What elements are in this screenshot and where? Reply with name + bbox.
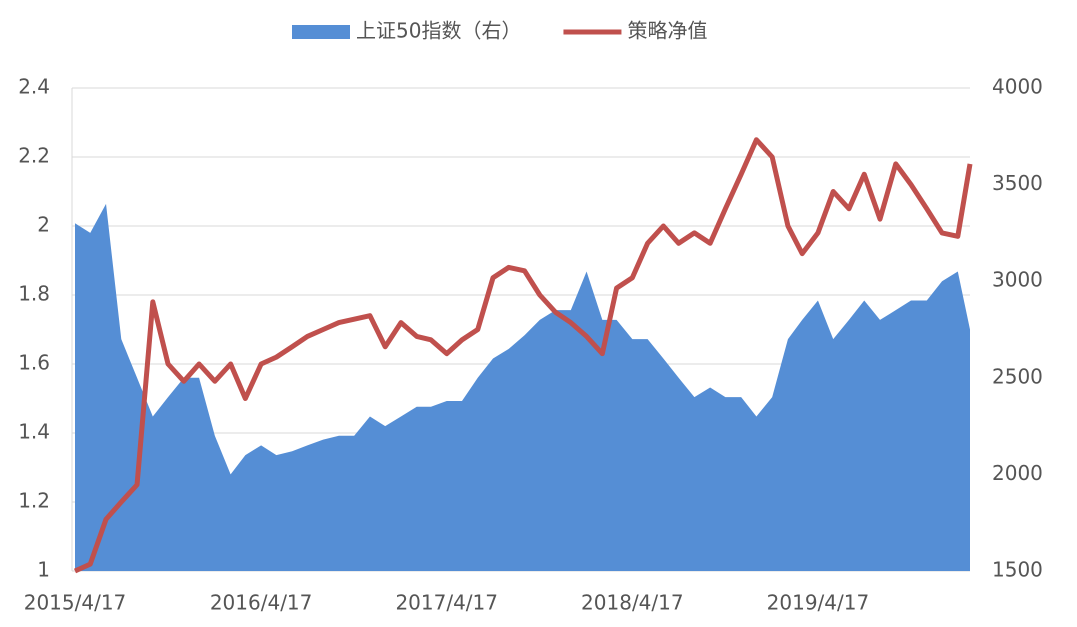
legend-swatch [292, 25, 350, 39]
y-tick-label: 1.6 [18, 351, 50, 375]
legend-label: 策略净值 [627, 19, 707, 43]
line [73, 137, 973, 574]
y2-tick-label: 1500 [992, 558, 1043, 582]
x-tick-label: 2017/4/17 [395, 591, 498, 615]
y-tick-label: 1.8 [18, 282, 50, 306]
legend-label: 上证50指数（右） [356, 19, 521, 43]
x-tick-label: 2019/4/17 [767, 591, 870, 615]
y-tick-label: 2.2 [18, 144, 50, 168]
area [75, 203, 970, 572]
y2-tick-label: 2500 [992, 364, 1043, 388]
y-tick-label: 1.4 [18, 420, 50, 444]
x-tick-label: 2016/4/17 [210, 591, 313, 615]
y-tick-label: 2.4 [18, 75, 50, 99]
y-tick-label: 1 [37, 558, 50, 582]
y-tick-label: 1.2 [18, 489, 50, 513]
y2-tick-label: 2000 [992, 461, 1043, 485]
y2-tick-label: 4000 [992, 75, 1043, 99]
y2-tick-label: 3500 [992, 171, 1043, 195]
x-tick-label: 2015/4/17 [24, 591, 127, 615]
y2-tick-label: 3000 [992, 268, 1043, 292]
y-tick-label: 2 [37, 213, 50, 237]
x-tick-label: 2018/4/17 [581, 591, 684, 615]
